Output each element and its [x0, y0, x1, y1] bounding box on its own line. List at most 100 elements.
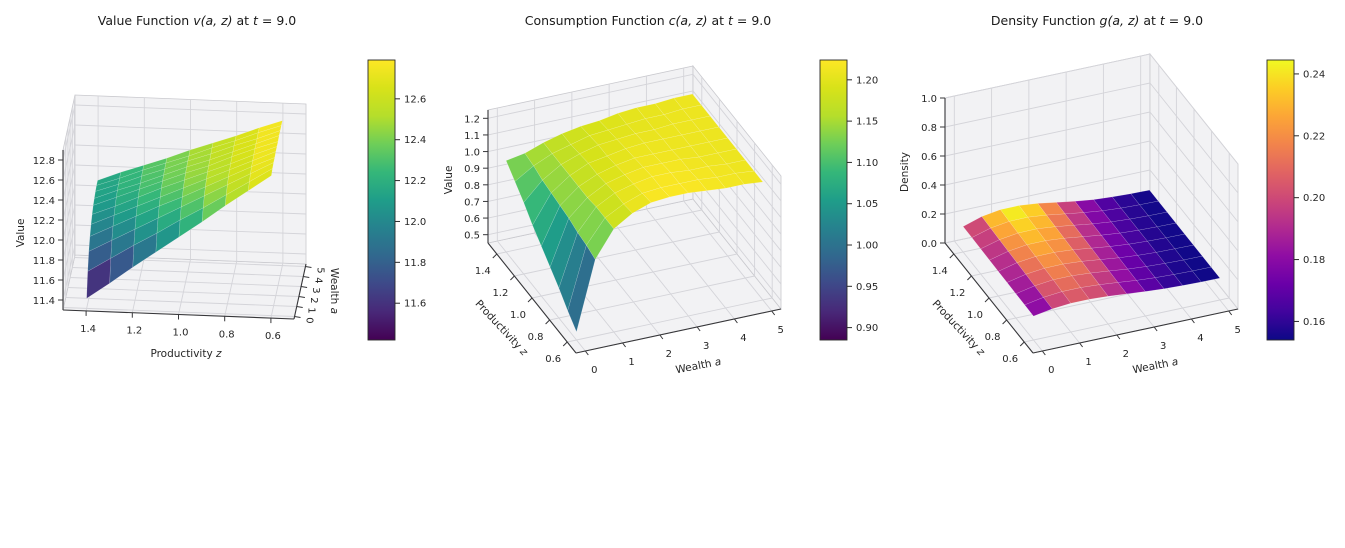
surface-face: [688, 166, 718, 180]
surface-face: [1073, 223, 1102, 237]
surface-plot-1: 1.41.21.00.80.60123450.50.60.70.80.91.01…: [443, 64, 784, 376]
colorbar-tick-label: 0.18: [1303, 255, 1325, 266]
x-tick-label: 1.2: [492, 288, 508, 299]
surface-plot-2: 1.41.21.00.80.60123450.00.20.40.60.81.0P…: [899, 52, 1241, 376]
surface-face: [653, 123, 683, 140]
x-tick-label: 1.0: [510, 310, 526, 321]
y-tick-label: 2: [1123, 349, 1129, 360]
surface-face: [616, 133, 645, 149]
surface-face: [542, 164, 571, 194]
surface-face: [142, 157, 168, 171]
x-tick-label: 1.0: [173, 328, 189, 339]
x-tick-label: 0.6: [545, 354, 561, 365]
colorbar-tick-label: 0.20: [1303, 193, 1325, 204]
surface-face: [224, 181, 250, 207]
colorbar-tick-label: 1.15: [856, 117, 878, 128]
v-tick-label: 0.9: [464, 164, 480, 175]
z-axis-label: Density: [899, 152, 911, 192]
surface-face: [1042, 291, 1072, 310]
colorbar-tick-label: 12.2: [404, 176, 426, 187]
colorbar-tick-labels: 12.6 12.4 12.2 12.0 11.8 11.6: [395, 94, 426, 310]
surface-mesh: [505, 93, 764, 333]
surface-face: [524, 142, 553, 167]
colorbar-gradient: [1266, 59, 1295, 341]
surface-face: [543, 133, 572, 154]
title-tvar: t: [728, 13, 733, 28]
surface-face: [1174, 244, 1203, 261]
surface-face: [690, 115, 720, 132]
surface-face: [734, 170, 764, 185]
colorbar-tick-label: 0.90: [856, 323, 878, 334]
v-tick-label: 0.6: [921, 152, 937, 163]
title-formula: v(a, z): [193, 13, 233, 28]
surface-face: [549, 217, 578, 289]
surface-face: [604, 203, 633, 230]
surface-face: [662, 134, 691, 151]
x-axis-label: Productivity z: [473, 298, 531, 359]
colorbar-tick-label: 0.22: [1303, 131, 1325, 142]
y-tick-label: 2: [666, 349, 672, 360]
surface-face: [109, 244, 135, 284]
colorbar-tick-label: 11.8: [404, 258, 426, 269]
surface-face: [89, 214, 115, 237]
colorbar-tick-label: 11.6: [404, 299, 426, 310]
y-tick-label: 4: [1197, 333, 1203, 344]
y-tick-label: 5: [314, 267, 325, 273]
surface-face: [661, 159, 690, 173]
y-tick-label: 1: [1085, 357, 1091, 368]
surface-face: [533, 153, 562, 181]
v-tick-label: 12.6: [33, 176, 55, 187]
surface-face: [230, 148, 256, 165]
x-tick-label: 1.4: [475, 266, 491, 277]
surface-face: [205, 169, 230, 188]
tick-marks: [940, 97, 1233, 356]
surface-face: [1118, 255, 1147, 270]
v-tick-label: 0.4: [921, 181, 937, 192]
title-text: Value Function: [97, 13, 194, 28]
y-tick-label: 2: [308, 297, 319, 303]
y-tick-label: 0: [1048, 365, 1054, 376]
surface-face: [140, 168, 166, 184]
surface-face: [1146, 237, 1176, 253]
surface-face: [580, 120, 609, 136]
surface-face: [682, 104, 711, 121]
surface-face: [641, 187, 671, 203]
surface-mesh: [962, 189, 1221, 317]
surface-face: [707, 163, 736, 178]
surface-face: [579, 144, 608, 164]
surface-face: [697, 177, 727, 191]
x-axis-label: Productivity z: [930, 298, 988, 359]
surface-face: [257, 120, 283, 134]
colorbar-gradient: [367, 59, 396, 341]
tick-labels: 1.41.21.00.80.60123450.50.60.70.80.91.01…: [464, 114, 784, 376]
surface-face: [114, 188, 140, 207]
x-tick-label: 1.0: [967, 310, 983, 321]
surface-face: [1024, 297, 1053, 317]
y-tick-label: 5: [777, 325, 783, 336]
v-tick-label: 1.2: [464, 114, 480, 125]
surface-face: [589, 129, 618, 146]
v-tick-label: 1.0: [464, 148, 480, 159]
y-tick-label: 0: [591, 365, 597, 376]
surface-face: [156, 206, 182, 234]
x-tick-label: 0.6: [265, 331, 281, 342]
surface-face: [595, 192, 624, 219]
y-tick-label: 4: [312, 277, 323, 283]
surface-face: [1154, 274, 1184, 290]
v-tick-label: 1.1: [464, 131, 480, 142]
x-tick-label: 0.6: [1002, 354, 1018, 365]
surface-face: [636, 103, 665, 119]
title-text: Consumption Function: [524, 13, 669, 28]
v-tick-label: 12.4: [33, 196, 55, 207]
surface-face: [95, 177, 120, 192]
title-formula: g(a, z): [1099, 13, 1140, 28]
v-tick-label: 11.6: [33, 276, 55, 287]
y-tick-label: 0: [304, 317, 315, 323]
v-tick-label: 0.6: [464, 214, 480, 225]
surface-face: [134, 205, 160, 230]
surface-plot-0: 1.4 1.2 1.0 0.8 0.6 0 1 2 3 4 5 11.4 11.6 11.8 12.0 12.…: [15, 94, 340, 360]
surface-face: [1053, 249, 1083, 265]
tick-marks: [483, 117, 776, 356]
surface-face: [1117, 280, 1146, 295]
